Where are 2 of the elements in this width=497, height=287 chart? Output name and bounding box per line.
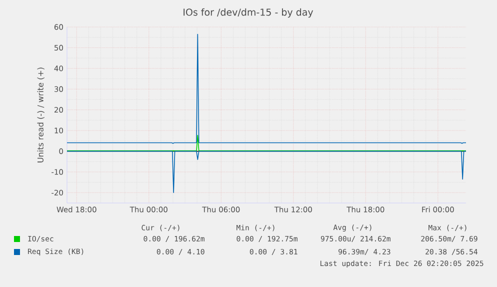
y-axis-title: Units read (-) / write (+) <box>37 68 44 162</box>
chart-title: IOs for /dev/dm-15 - by day <box>184 8 314 18</box>
